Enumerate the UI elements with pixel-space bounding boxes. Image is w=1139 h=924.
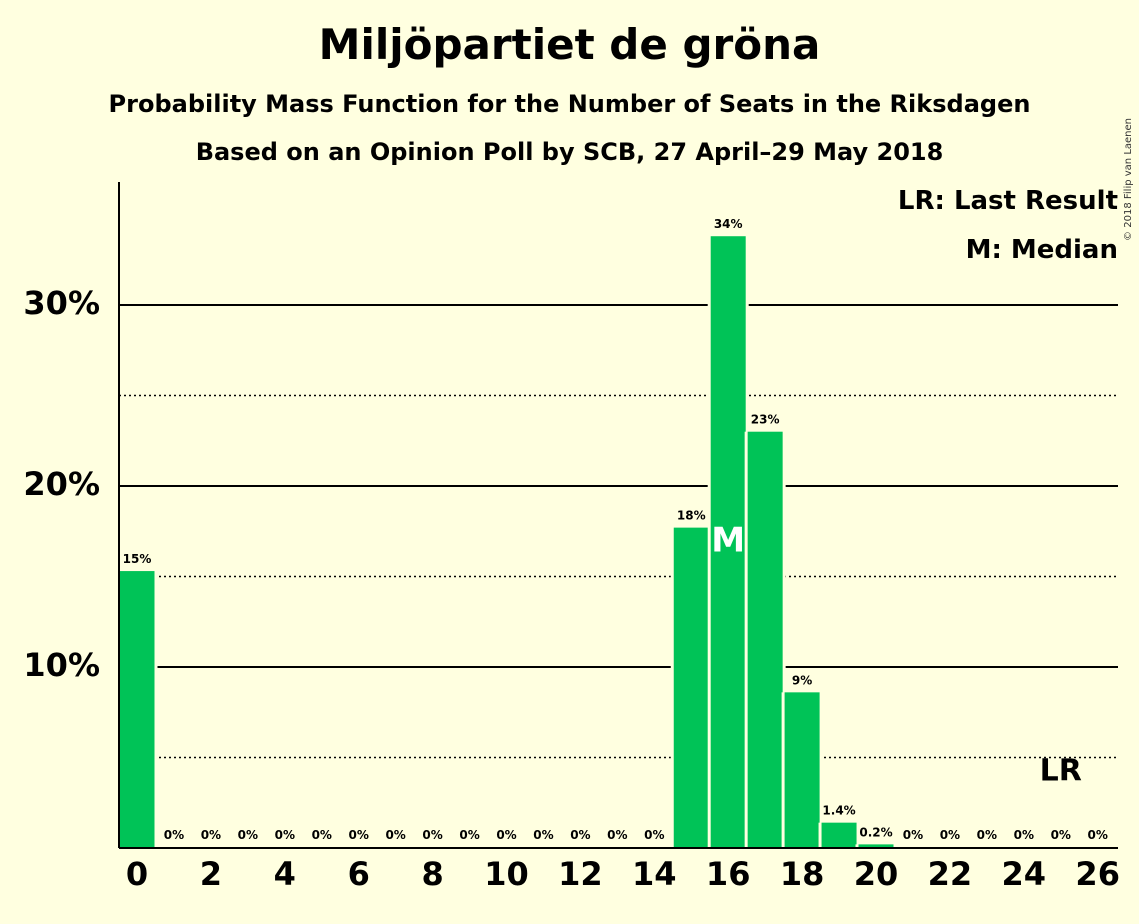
chart-title: Miljöpartiet de gröna <box>318 20 821 69</box>
x-tick-labels: 0 2 4 6 8 10 12 14 16 18 20 22 24 26 <box>126 855 1120 893</box>
bar-label: 0% <box>1051 828 1071 842</box>
bar-label: 0% <box>533 828 553 842</box>
chart-subtitle: Probability Mass Function for the Number… <box>108 90 1031 118</box>
bar-label: 0% <box>422 828 442 842</box>
bar-label: 0% <box>201 828 221 842</box>
bar-label: 0% <box>164 828 184 842</box>
bar-label: 0% <box>385 828 405 842</box>
x-tick-label: 20 <box>854 855 899 893</box>
x-tick-label: 8 <box>421 855 443 893</box>
bar-label: 15% <box>123 552 152 566</box>
bar-label: 0% <box>312 828 332 842</box>
legend: LR: Last Result M: Median <box>898 186 1118 265</box>
median-marker: M <box>711 521 745 561</box>
x-tick-label: 6 <box>348 855 370 893</box>
bar <box>747 431 783 848</box>
x-tick-label: 22 <box>928 855 973 893</box>
x-tick-label: 18 <box>780 855 825 893</box>
x-tick-label: 24 <box>1002 855 1047 893</box>
bar-label: 0% <box>349 828 369 842</box>
bar-label: 34% <box>714 217 743 231</box>
bar <box>858 844 894 848</box>
bar-label: 0% <box>496 828 516 842</box>
bar-label: 0% <box>459 828 479 842</box>
bar <box>821 822 857 848</box>
legend-median: M: Median <box>966 235 1118 265</box>
bar <box>710 236 746 849</box>
bar-label: 0% <box>238 828 258 842</box>
bar-label: 0% <box>570 828 590 842</box>
y-tick-label: 20% <box>23 465 100 503</box>
bar-label: 23% <box>751 413 780 427</box>
bar-label: 1.4% <box>822 804 855 818</box>
x-tick-label: 4 <box>274 855 296 893</box>
y-tick-label: 30% <box>23 284 100 322</box>
bar-label: 0.2% <box>859 825 892 839</box>
gridlines <box>119 304 1118 759</box>
bar-label: 9% <box>792 673 812 687</box>
x-tick-label: 26 <box>1075 855 1120 893</box>
chart-source: Based on an Opinion Poll by SCB, 27 Apri… <box>195 138 944 166</box>
bar <box>119 571 155 848</box>
bar-label: 0% <box>1014 828 1034 842</box>
x-tick-label: 12 <box>558 855 603 893</box>
x-tick-label: 10 <box>484 855 529 893</box>
bar-label: 18% <box>677 509 706 523</box>
bar-label: 0% <box>940 828 960 842</box>
bar-labels: 15% 0% 0% 0% 0% 0% 0% 0% 0% 0% 0% 0% 0% 0% 0% 18% 34% 23%… <box>123 217 1108 842</box>
bar-label: 0% <box>275 828 295 842</box>
y-tick-labels: 10% 20% 30% <box>23 284 100 684</box>
legend-last-result: LR: Last Result <box>898 186 1118 216</box>
y-tick-label: 10% <box>23 646 100 684</box>
markers: M LR <box>711 521 1082 789</box>
last-result-marker: LR <box>1040 753 1082 788</box>
bar-label: 0% <box>903 828 923 842</box>
bar-label: 0% <box>607 828 627 842</box>
x-tick-label: 2 <box>200 855 222 893</box>
x-tick-label: 16 <box>706 855 751 893</box>
axes <box>118 182 1118 849</box>
bar-label: 0% <box>1088 828 1108 842</box>
x-tick-label: 0 <box>126 855 148 893</box>
bar <box>673 527 709 848</box>
x-tick-label: 14 <box>632 855 677 893</box>
bars <box>116 236 897 849</box>
bar-label: 0% <box>644 828 664 842</box>
bar <box>784 692 820 848</box>
bar-label: 0% <box>977 828 997 842</box>
